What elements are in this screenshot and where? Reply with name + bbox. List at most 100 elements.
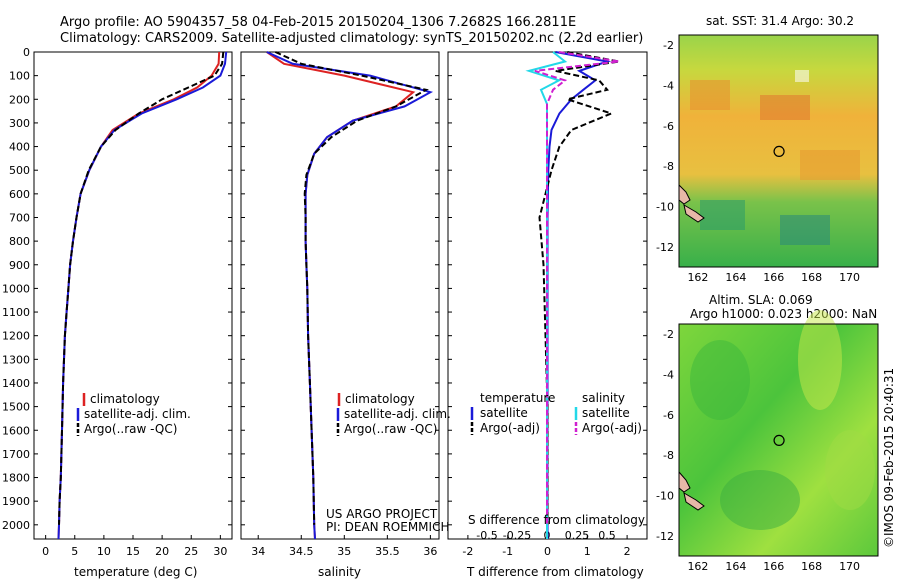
depth-tick-label: 0 — [23, 46, 30, 59]
imos-timestamp: ©IMOS 09-Feb-2015 20:40:31 — [882, 368, 896, 548]
map-y-tick-label: -6 — [663, 120, 674, 133]
diff-t-argo-line — [538, 51, 620, 525]
map-x-tick-label: 164 — [725, 271, 746, 284]
x-tick-label: -2 — [462, 545, 473, 558]
profile-line-0-1 — [57, 51, 228, 540]
legend-s-satellite-label: satellite — [582, 406, 630, 420]
sst-map-patches — [690, 70, 860, 245]
x-tick-label: -1 — [502, 545, 513, 558]
header-line2: Climatology: CARS2009. Satellite-adjuste… — [60, 31, 643, 46]
map-x-tick-label: 164 — [725, 560, 746, 573]
x-tick-label: 0 — [42, 545, 49, 558]
project-line1: US ARGO PROJECT — [326, 507, 438, 521]
depth-tick-label: 900 — [9, 259, 30, 272]
map-y-tick-label: -8 — [663, 160, 674, 173]
sst-patch — [760, 95, 810, 120]
map-y-tick-label: -12 — [656, 530, 674, 543]
map-y-tick-label: -2 — [663, 328, 674, 341]
sla-patch — [690, 340, 750, 420]
profile-lines — [57, 51, 620, 540]
difference-legend: temperature salinity satellite Argo(-adj… — [470, 391, 642, 435]
x-tick-label: 36 — [423, 545, 437, 558]
diff-s-satellite-line — [525, 51, 568, 539]
sst-map-title: sat. SST: 31.4 Argo: 30.2 — [706, 14, 854, 28]
diff-s-argo-line — [534, 51, 620, 525]
s-tick-label: -0.25 — [503, 529, 531, 542]
map-y-tick-label: -10 — [656, 200, 674, 213]
sst-patch — [690, 80, 730, 110]
depth-tick-label: 100 — [9, 70, 30, 83]
s-tick-label: 0.25 — [565, 529, 590, 542]
legend-climatology-label: climatology — [345, 392, 415, 406]
sla-patch — [825, 430, 875, 510]
x-tick-label: 34 — [251, 545, 265, 558]
map-y-tick-label: -4 — [663, 79, 674, 92]
s-tick-label: 0.5 — [598, 529, 616, 542]
axis-ticks: 0100200300400500600700800900100011001200… — [2, 46, 647, 558]
sla-map-title1: Altim. SLA: 0.069 — [709, 293, 813, 307]
sla-argo-position-marker — [773, 434, 785, 447]
map-y-tick-label: -2 — [663, 39, 674, 52]
map-x-tick-label: 166 — [763, 271, 784, 284]
depth-tick-label: 2000 — [2, 519, 30, 532]
depth-tick-label: 1500 — [2, 401, 30, 414]
depth-tick-label: 1000 — [2, 282, 30, 295]
sst-argo-position-marker — [773, 145, 785, 158]
profile-line-1-1 — [266, 51, 434, 540]
depth-tick-label: 1800 — [2, 472, 30, 485]
header-line1: Argo profile: AO 5904357_58 04-Feb-2015 … — [60, 15, 576, 30]
map-x-tick-label: 162 — [687, 560, 708, 573]
depth-tick-label: 200 — [9, 93, 30, 106]
depth-tick-label: 300 — [9, 117, 30, 130]
x-tick-label: 35.5 — [375, 545, 400, 558]
salinity-xlabel: salinity — [318, 565, 361, 579]
sla-patch — [798, 310, 842, 410]
depth-tick-label: 800 — [9, 235, 30, 248]
depth-tick-label: 1700 — [2, 448, 30, 461]
legend-t-argo-label: Argo(-adj) — [480, 421, 540, 435]
x-tick-label: 5 — [71, 545, 78, 558]
temperature-panel-frame — [33, 51, 233, 540]
legend-argo-label: Argo(..raw -QC) — [344, 422, 437, 436]
salinity-panel-frame — [240, 51, 440, 540]
legend-satellite-label: satellite-adj. clim. — [344, 407, 451, 421]
sst-missing-patch — [795, 70, 809, 82]
legend-satellite-label: satellite-adj. clim. — [84, 407, 191, 421]
sla-map-title2: Argo h1000: 0.023 h2000: NaN — [690, 307, 877, 321]
t-difference-xlabel: T difference from climatology — [466, 565, 644, 579]
temperature-xlabel: temperature (deg C) — [74, 565, 197, 579]
x-tick-label: 34.5 — [289, 545, 314, 558]
sst-patch — [780, 215, 830, 245]
sla-map-patches — [690, 310, 875, 530]
map-x-tick-label: 162 — [687, 271, 708, 284]
x-tick-label: 2 — [624, 545, 631, 558]
x-tick-label: 15 — [126, 545, 140, 558]
sst-map-ticks: 162 164 166 168 170 -2 -4 -6 -8 -10 -12 — [656, 39, 860, 284]
depth-tick-label: 1200 — [2, 330, 30, 343]
profile-line-1-0 — [266, 51, 416, 540]
x-tick-label: 0 — [544, 545, 551, 558]
legend-t-satellite-label: satellite — [480, 406, 528, 420]
temperature-legend: climatology satellite-adj. clim. Argo(..… — [76, 392, 191, 436]
legend-climatology-label: climatology — [90, 392, 160, 406]
map-y-tick-label: -4 — [663, 368, 674, 381]
depth-tick-label: 500 — [9, 164, 30, 177]
map-y-tick-label: -10 — [656, 489, 674, 502]
salinity-legend: climatology satellite-adj. clim. Argo(..… — [336, 392, 451, 436]
x-tick-label: 25 — [184, 545, 198, 558]
profile-line-1-2 — [274, 51, 429, 525]
project-line2: PI: DEAN ROEMMICH — [326, 520, 449, 534]
s-difference-label: S difference from climatology — [468, 513, 645, 527]
s-tick-label: -0.5 — [476, 529, 497, 542]
depth-tick-label: 700 — [9, 211, 30, 224]
depth-tick-label: 1100 — [2, 306, 30, 319]
map-x-tick-label: 166 — [763, 560, 784, 573]
x-tick-label: 35 — [337, 545, 351, 558]
profile-line-0-0 — [57, 51, 221, 540]
x-tick-label: 1 — [584, 545, 591, 558]
legend-salinity-title: salinity — [582, 391, 625, 405]
sst-map-frame — [678, 34, 879, 268]
map-y-tick-label: -6 — [663, 409, 674, 422]
map-x-tick-label: 170 — [839, 271, 860, 284]
map-x-tick-label: 168 — [801, 560, 822, 573]
